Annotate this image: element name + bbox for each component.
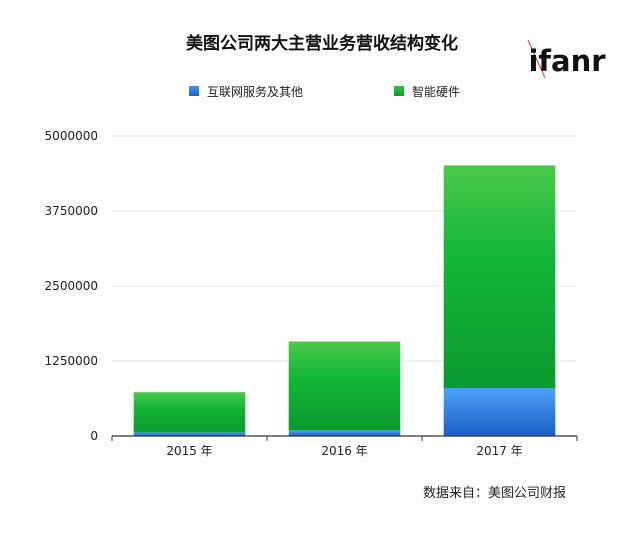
bar-segment-smart-hardware: [133, 392, 246, 433]
y-tick-label: 0: [90, 429, 98, 443]
ifanr-logo-text: ifanr: [528, 44, 606, 78]
legend-swatch-internet: [189, 86, 199, 96]
x-axis: 2015 年 2016 年 2017 年: [111, 435, 578, 458]
ifanr-logo: ifanr: [527, 39, 606, 79]
y-axis: 0 1250000 2500000 3750000 5000000: [45, 129, 98, 443]
legend: 互联网服务及其他 智能硬件: [189, 84, 460, 99]
y-tick-label: 1250000: [45, 354, 98, 368]
source-note: 数据来自：美图公司财报: [423, 486, 566, 501]
legend-label-internet: 互联网服务及其他: [207, 84, 303, 99]
bar-segment-internet-services: [133, 432, 246, 436]
legend-swatch-hardware: [394, 86, 404, 96]
y-tick-label: 2500000: [45, 279, 98, 293]
bar-segment-smart-hardware: [288, 341, 401, 431]
x-tick-label: 2017 年: [476, 444, 522, 458]
chart-title: 美图公司两大主营业务营收结构变化: [186, 33, 458, 54]
y-tick-label: 5000000: [45, 129, 98, 143]
legend-label-hardware: 智能硬件: [412, 84, 460, 99]
y-tick-label: 3750000: [45, 204, 98, 218]
bar-segment-internet-services: [443, 388, 556, 436]
bars: [133, 165, 556, 436]
bar-segment-smart-hardware: [443, 165, 556, 388]
x-tick-label: 2016 年: [321, 444, 367, 458]
bar-segment-internet-services: [288, 430, 401, 436]
x-tick-label: 2015 年: [166, 444, 212, 458]
